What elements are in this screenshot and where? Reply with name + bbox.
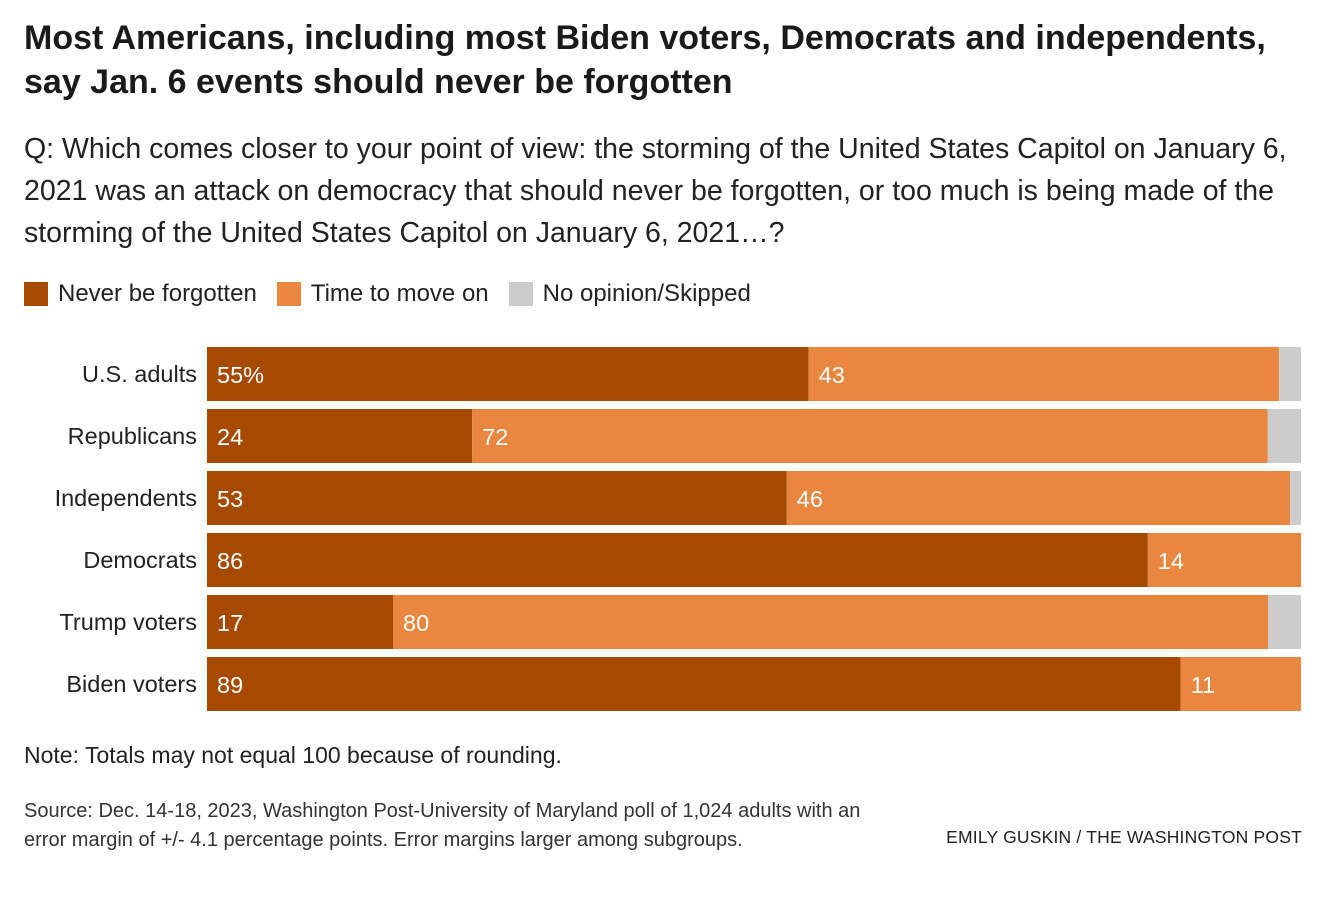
data-label-republicans-never-be-forgotten: 24 xyxy=(217,424,243,450)
bar-republicans-time-to-move-on xyxy=(472,409,1268,463)
data-label-democrats-never-be-forgotten: 86 xyxy=(217,548,243,574)
category-label-biden-voters: Biden voters xyxy=(66,671,197,697)
bar-independents-no-opinion-skipped xyxy=(1290,471,1301,525)
bar-democrats-time-to-move-on xyxy=(1147,533,1301,587)
data-label-u-s-adults-never-be-forgotten: 55% xyxy=(217,362,264,388)
bar-independents-never-be-forgotten xyxy=(207,471,787,525)
bar-republicans-no-opinion-skipped xyxy=(1267,409,1301,463)
legend-swatch-never-be-forgotten xyxy=(24,282,48,306)
bar-u-s-adults-time-to-move-on xyxy=(808,347,1280,401)
bar-trump-voters-time-to-move-on xyxy=(393,595,1269,649)
data-label-u-s-adults-time-to-move-on: 43 xyxy=(819,362,845,388)
legend-label-time-to-move-on: Time to move on xyxy=(310,280,489,307)
bar-independents-time-to-move-on xyxy=(786,471,1290,525)
legend: Never be forgotten Time to move on No op… xyxy=(24,279,771,309)
legend-item-never-be-forgotten: Never be forgotten xyxy=(24,280,257,308)
chart-source: Source: Dec. 14-18, 2023, Washington Pos… xyxy=(24,800,861,851)
bar-biden-voters-never-be-forgotten xyxy=(207,657,1181,711)
data-label-republicans-time-to-move-on: 72 xyxy=(482,424,508,450)
chart-note: Note: Totals may not equal 100 because o… xyxy=(24,742,562,768)
bar-democrats-never-be-forgotten xyxy=(207,533,1148,587)
legend-swatch-time-to-move-on xyxy=(276,282,301,306)
data-label-independents-time-to-move-on: 46 xyxy=(797,486,823,512)
bar-republicans-never-be-forgotten xyxy=(207,409,473,463)
data-label-democrats-time-to-move-on: 14 xyxy=(1158,548,1184,574)
category-label-republicans: Republicans xyxy=(68,423,197,449)
stacked-bar-chart: U.S. adults 55% 43 Republicans 24 72 Independe… xyxy=(55,347,1301,711)
legend-swatch-no-opinion xyxy=(508,282,533,306)
bar-u-s-adults-never-be-forgotten xyxy=(207,347,809,401)
category-label-u-s-adults: U.S. adults xyxy=(82,361,197,387)
data-label-trump-voters-time-to-move-on: 80 xyxy=(403,610,429,636)
bar-trump-voters-never-be-forgotten xyxy=(207,595,393,649)
legend-label-no-opinion: No opinion/Skipped xyxy=(542,280,751,307)
category-label-independents: Independents xyxy=(55,485,197,511)
legend-item-time-to-move-on: Time to move on xyxy=(276,280,489,308)
chart-credit: EMILY GUSKIN / THE WASHINGTON POST xyxy=(946,827,1302,847)
bar-u-s-adults-no-opinion-skipped xyxy=(1279,347,1301,401)
legend-item-no-opinion: No opinion/Skipped xyxy=(508,280,751,308)
chart-title: Most Americans, including most Biden vot… xyxy=(24,19,1266,101)
bar-biden-voters-time-to-move-on xyxy=(1180,657,1301,711)
category-label-democrats: Democrats xyxy=(83,547,197,573)
bar-trump-voters-no-opinion-skipped xyxy=(1268,595,1301,649)
chart-subtitle: Q: Which comes closer to your point of v… xyxy=(24,133,1287,249)
data-label-biden-voters-time-to-move-on: 11 xyxy=(1191,672,1215,698)
data-label-trump-voters-never-be-forgotten: 17 xyxy=(217,610,243,636)
legend-label-never-be-forgotten: Never be forgotten xyxy=(58,280,257,307)
data-label-biden-voters-never-be-forgotten: 89 xyxy=(217,672,243,698)
data-label-independents-never-be-forgotten: 53 xyxy=(217,486,243,512)
category-label-trump-voters: Trump voters xyxy=(59,609,197,635)
